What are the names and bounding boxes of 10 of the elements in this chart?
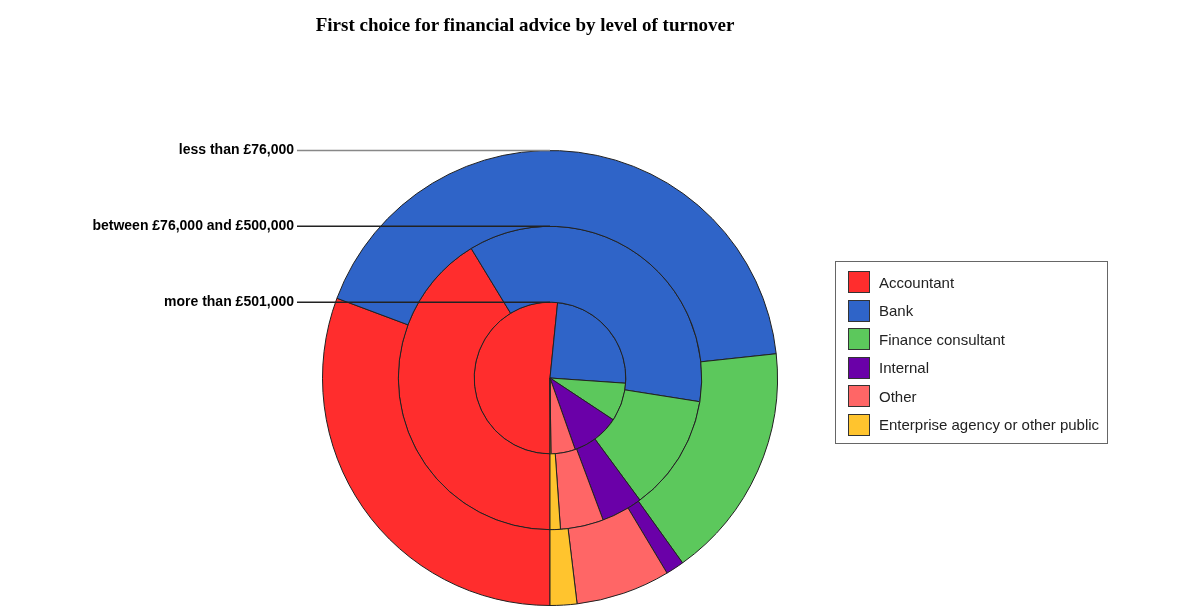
slice-label: more than £501,000 bbox=[164, 293, 295, 310]
legend-label: Other bbox=[879, 387, 917, 405]
legend-label: Finance consultant bbox=[879, 330, 1005, 348]
legend-label: Internal bbox=[879, 359, 930, 377]
legend-label: Accountant bbox=[879, 273, 955, 291]
slice-label: less than £76,000 bbox=[178, 141, 295, 158]
slice-label: between £76,000 and £500,000 bbox=[92, 217, 295, 234]
chart-title: First choice for financial advice by level of turnover bbox=[314, 14, 736, 36]
legend-label: Bank bbox=[879, 302, 914, 320]
legend-label: Enterprise agency or other public bbox=[879, 416, 1100, 434]
